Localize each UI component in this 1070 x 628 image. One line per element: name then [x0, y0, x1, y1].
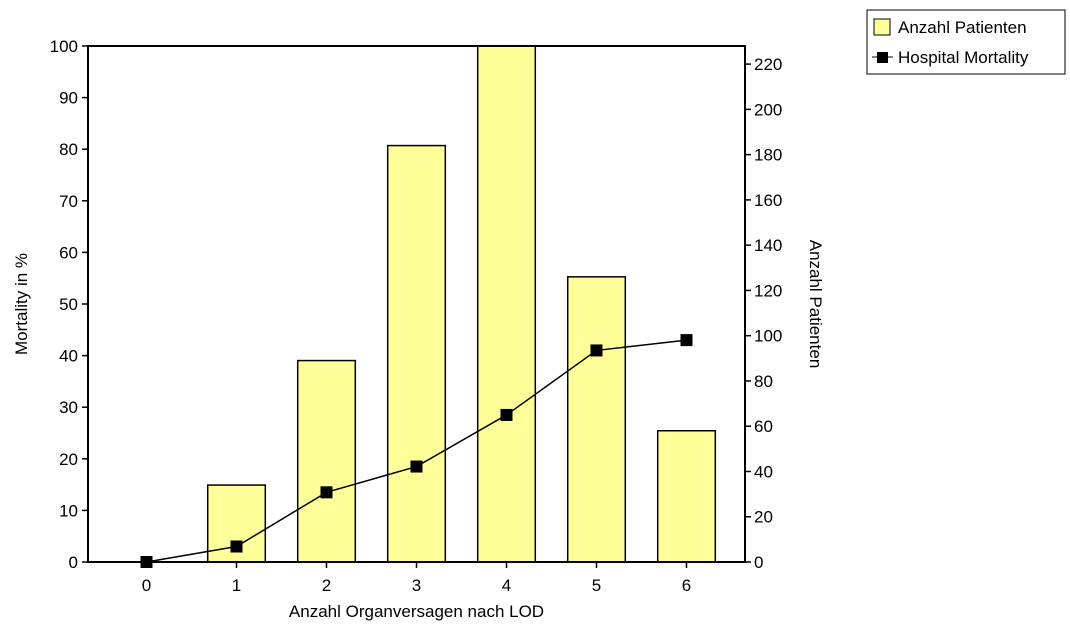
x-tick-label: 2 [322, 576, 331, 595]
bar-3 [386, 144, 447, 563]
mortality-point-2 [320, 486, 333, 499]
right-tick-label: 120 [754, 281, 782, 300]
left-tick-label: 100 [50, 37, 78, 56]
right-tick-label: 60 [754, 417, 773, 436]
legend-label-line: Hospital Mortality [898, 48, 1029, 67]
line-series [140, 334, 693, 568]
legend: Anzahl Patienten Hospital Mortality [866, 9, 1066, 75]
bar-6 [656, 429, 717, 563]
x-tick-label: 0 [142, 576, 151, 595]
x-tick-label: 5 [592, 576, 601, 595]
right-tick-label: 140 [754, 236, 782, 255]
right-tick-label: 80 [754, 372, 773, 391]
bar-series [206, 45, 717, 563]
bar-4 [476, 45, 537, 563]
right-tick-label: 0 [754, 553, 763, 572]
mortality-point-5 [590, 344, 603, 357]
left-tick-label: 50 [59, 295, 78, 314]
left-tick-label: 20 [59, 450, 78, 469]
right-tick-label: 220 [754, 55, 782, 74]
legend-swatch-bars [873, 18, 891, 36]
right-tick-label: 100 [754, 327, 782, 346]
left-axis-title: Mortality in % [12, 253, 31, 355]
legend-marker-square [877, 52, 888, 63]
mortality-point-1 [230, 540, 243, 553]
bar-5 [566, 276, 627, 563]
left-tick-label: 10 [59, 501, 78, 520]
left-tick-label: 80 [59, 140, 78, 159]
bar-2 [296, 359, 357, 563]
left-axis: 0 10 20 30 40 50 60 70 80 90 100 [50, 37, 88, 572]
right-tick-label: 200 [754, 100, 782, 119]
mortality-point-6 [680, 334, 693, 347]
right-tick-label: 180 [754, 146, 782, 165]
left-tick-label: 90 [59, 89, 78, 108]
legend-label-bars: Anzahl Patienten [898, 18, 1027, 37]
left-tick-label: 40 [59, 347, 78, 366]
x-tick-label: 4 [502, 576, 511, 595]
x-axis-title: Anzahl Organversagen nach LOD [289, 602, 544, 621]
left-tick-label: 30 [59, 398, 78, 417]
right-tick-label: 20 [754, 508, 773, 527]
legend-box [866, 9, 1066, 75]
mortality-point-4 [500, 408, 513, 421]
right-tick-label: 40 [754, 462, 773, 481]
mortality-point-3 [410, 460, 423, 473]
left-tick-label: 60 [59, 243, 78, 262]
left-tick-label: 0 [69, 553, 78, 572]
right-tick-label: 160 [754, 191, 782, 210]
x-tick-label: 6 [682, 576, 691, 595]
x-axis: 0 1 2 3 4 5 6 [142, 562, 691, 595]
left-tick-label: 70 [59, 192, 78, 211]
right-axis-title: Anzahl Patienten [806, 240, 825, 369]
x-tick-label: 3 [412, 576, 421, 595]
right-axis: 0 20 40 60 80 100 120 140 160 180 200 220 [745, 55, 782, 572]
x-tick-label: 1 [232, 576, 241, 595]
